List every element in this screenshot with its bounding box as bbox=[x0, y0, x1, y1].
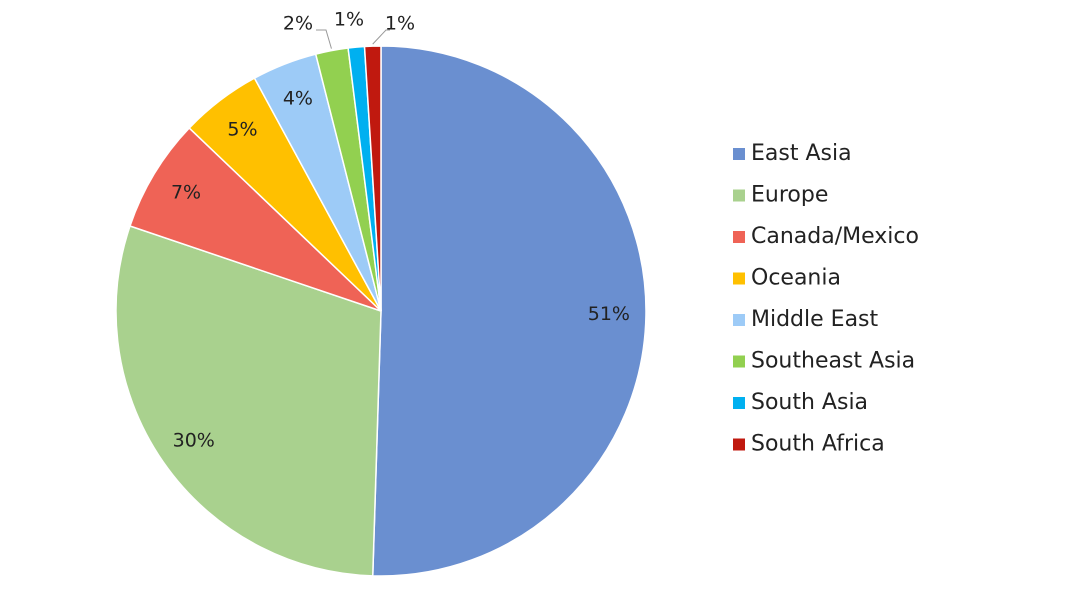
legend-label: Europe bbox=[751, 183, 828, 208]
pie-slice bbox=[115, 225, 382, 577]
data-label: 1% bbox=[385, 13, 415, 35]
data-label: 1% bbox=[334, 9, 364, 31]
legend-label: Canada/Mexico bbox=[751, 224, 919, 249]
leader-line bbox=[316, 29, 332, 49]
legend-label: East Asia bbox=[751, 141, 852, 166]
pie-slice bbox=[363, 45, 382, 312]
legend-swatch bbox=[733, 231, 745, 243]
data-label: 2% bbox=[283, 13, 313, 35]
leader-line bbox=[372, 29, 390, 45]
legend-label: Southeast Asia bbox=[751, 349, 915, 374]
pie-slice bbox=[129, 126, 382, 312]
legend-swatch bbox=[733, 397, 745, 409]
legend-label: Oceania bbox=[751, 266, 841, 291]
legend-swatch bbox=[733, 314, 745, 326]
data-label: 5% bbox=[227, 119, 257, 141]
legend-swatch bbox=[733, 355, 745, 368]
data-label: 7% bbox=[171, 181, 201, 203]
legend-swatch bbox=[733, 272, 745, 285]
legend-label: Middle East bbox=[751, 307, 879, 332]
legend-swatch bbox=[733, 438, 745, 451]
legend-label: South Africa bbox=[751, 432, 885, 457]
pie-slice bbox=[371, 45, 647, 577]
legend-swatch bbox=[733, 148, 745, 160]
data-label: 30% bbox=[173, 429, 215, 451]
data-label: 51% bbox=[588, 303, 630, 325]
data-label: 4% bbox=[283, 87, 313, 109]
legend-label: South Asia bbox=[751, 390, 868, 415]
legend-swatch bbox=[733, 189, 745, 202]
